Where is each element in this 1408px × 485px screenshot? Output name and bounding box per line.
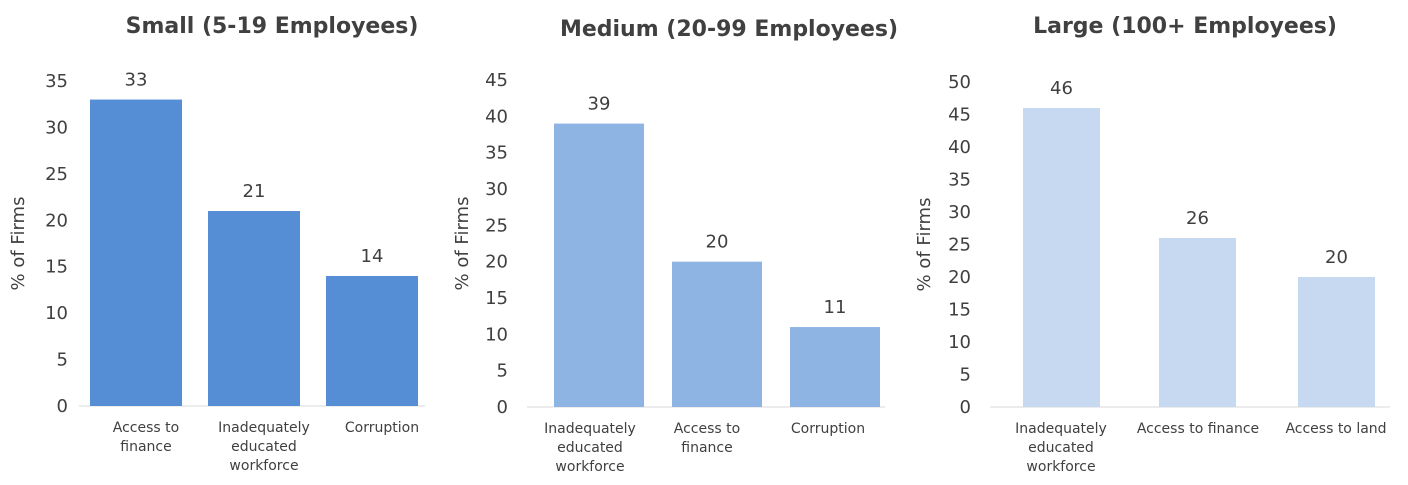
x-tick-label: Corruption bbox=[345, 420, 419, 436]
bar bbox=[672, 261, 762, 407]
x-tick-label: Access to finance bbox=[674, 421, 740, 456]
data-label: 20 bbox=[706, 232, 729, 253]
x-tick-line: finance bbox=[681, 440, 732, 456]
y-tick-label: 45 bbox=[948, 105, 971, 126]
bar bbox=[326, 276, 418, 406]
y-tick-label: 20 bbox=[45, 210, 68, 231]
chart-panel-3: Large (100+ Employees) % of Firms 0 5 10 15 20… bbox=[914, 14, 1390, 475]
bar bbox=[90, 99, 182, 407]
x-tick-label: Corruption bbox=[791, 421, 865, 437]
y-axis-label: % of Firms bbox=[452, 197, 473, 291]
y-tick-label: 5 bbox=[57, 350, 68, 371]
y-tick-label: 0 bbox=[57, 396, 68, 417]
data-label: 39 bbox=[588, 94, 611, 115]
x-tick-line: Corruption bbox=[345, 420, 419, 436]
x-tick-line: Access to bbox=[113, 420, 179, 436]
y-tick-label: 25 bbox=[485, 215, 508, 236]
x-tick-line: Corruption bbox=[791, 421, 865, 437]
y-tick-label: 35 bbox=[948, 170, 971, 191]
bar bbox=[208, 211, 300, 406]
y-tick-label: 0 bbox=[960, 397, 971, 418]
y-tick-label: 35 bbox=[45, 71, 68, 92]
x-tick-line: Access to land bbox=[1285, 421, 1386, 437]
y-tick-label: 40 bbox=[948, 137, 971, 158]
x-tick-line: Access to bbox=[674, 421, 740, 437]
y-tick-label: 10 bbox=[485, 324, 508, 345]
chart-title: Large (100+ Employees) bbox=[1033, 14, 1337, 39]
bar bbox=[554, 123, 644, 407]
y-tick-label: 45 bbox=[485, 70, 508, 91]
y-tick-label: 10 bbox=[45, 303, 68, 324]
y-tick-label: 20 bbox=[948, 267, 971, 288]
bar bbox=[1298, 277, 1375, 407]
y-tick-label: 15 bbox=[948, 300, 971, 321]
y-tick-label: 20 bbox=[485, 252, 508, 273]
data-label: 33 bbox=[125, 70, 148, 91]
y-tick-label: 15 bbox=[45, 257, 68, 278]
x-tick-line: educated bbox=[1028, 440, 1094, 456]
y-tick-label: 30 bbox=[948, 202, 971, 223]
x-tick-label: Access to finance bbox=[1137, 421, 1259, 437]
bar bbox=[790, 327, 880, 407]
y-tick-label: 10 bbox=[948, 332, 971, 353]
x-tick-label: Inadequately educated workforce bbox=[218, 420, 310, 474]
data-label: 46 bbox=[1050, 78, 1073, 99]
x-tick-line: educated bbox=[557, 440, 623, 456]
y-tick-label: 30 bbox=[485, 179, 508, 200]
x-tick-line: finance bbox=[120, 439, 171, 455]
data-label: 14 bbox=[361, 246, 384, 267]
bar bbox=[1159, 238, 1236, 407]
y-tick-label: 5 bbox=[497, 361, 508, 382]
y-tick-label: 0 bbox=[497, 397, 508, 418]
y-tick-label: 25 bbox=[948, 235, 971, 256]
x-tick-line: Inadequately bbox=[544, 421, 636, 437]
y-tick-label: 5 bbox=[960, 365, 971, 386]
x-tick-line: workforce bbox=[229, 458, 298, 474]
x-tick-label: Inadequately educated workforce bbox=[1015, 421, 1107, 475]
y-tick-label: 30 bbox=[45, 117, 68, 138]
x-tick-line: Inadequately bbox=[1015, 421, 1107, 437]
y-tick-label: 50 bbox=[948, 72, 971, 93]
x-tick-line: Inadequately bbox=[218, 420, 310, 436]
chart-panel-1: Small (5-19 Employees) % of Firms 0 5 10 15 20… bbox=[8, 14, 425, 474]
y-axis-label: % of Firms bbox=[8, 197, 29, 291]
x-tick-line: educated bbox=[231, 439, 297, 455]
x-tick-label: Inadequately educated workforce bbox=[544, 421, 636, 475]
bar bbox=[1023, 108, 1100, 407]
chart-title: Small (5-19 Employees) bbox=[126, 14, 419, 39]
x-tick-line: workforce bbox=[555, 459, 624, 475]
data-label: 20 bbox=[1325, 247, 1348, 268]
y-tick-label: 25 bbox=[45, 164, 68, 185]
y-tick-label: 15 bbox=[485, 288, 508, 309]
x-tick-line: workforce bbox=[1026, 459, 1095, 475]
y-axis-label: % of Firms bbox=[914, 198, 935, 292]
chart-title: Medium (20-99 Employees) bbox=[560, 17, 898, 42]
x-tick-label: Access to finance bbox=[113, 420, 179, 455]
chart-panel-2: Medium (20-99 Employees) % of Firms 0 5 10 15… bbox=[452, 17, 898, 475]
data-label: 21 bbox=[243, 181, 266, 202]
x-tick-label: Access to land bbox=[1285, 421, 1386, 437]
data-label: 26 bbox=[1186, 208, 1209, 229]
data-label: 11 bbox=[824, 297, 847, 318]
x-tick-line: Access to finance bbox=[1137, 421, 1259, 437]
y-tick-label: 40 bbox=[485, 106, 508, 127]
y-tick-label: 35 bbox=[485, 143, 508, 164]
